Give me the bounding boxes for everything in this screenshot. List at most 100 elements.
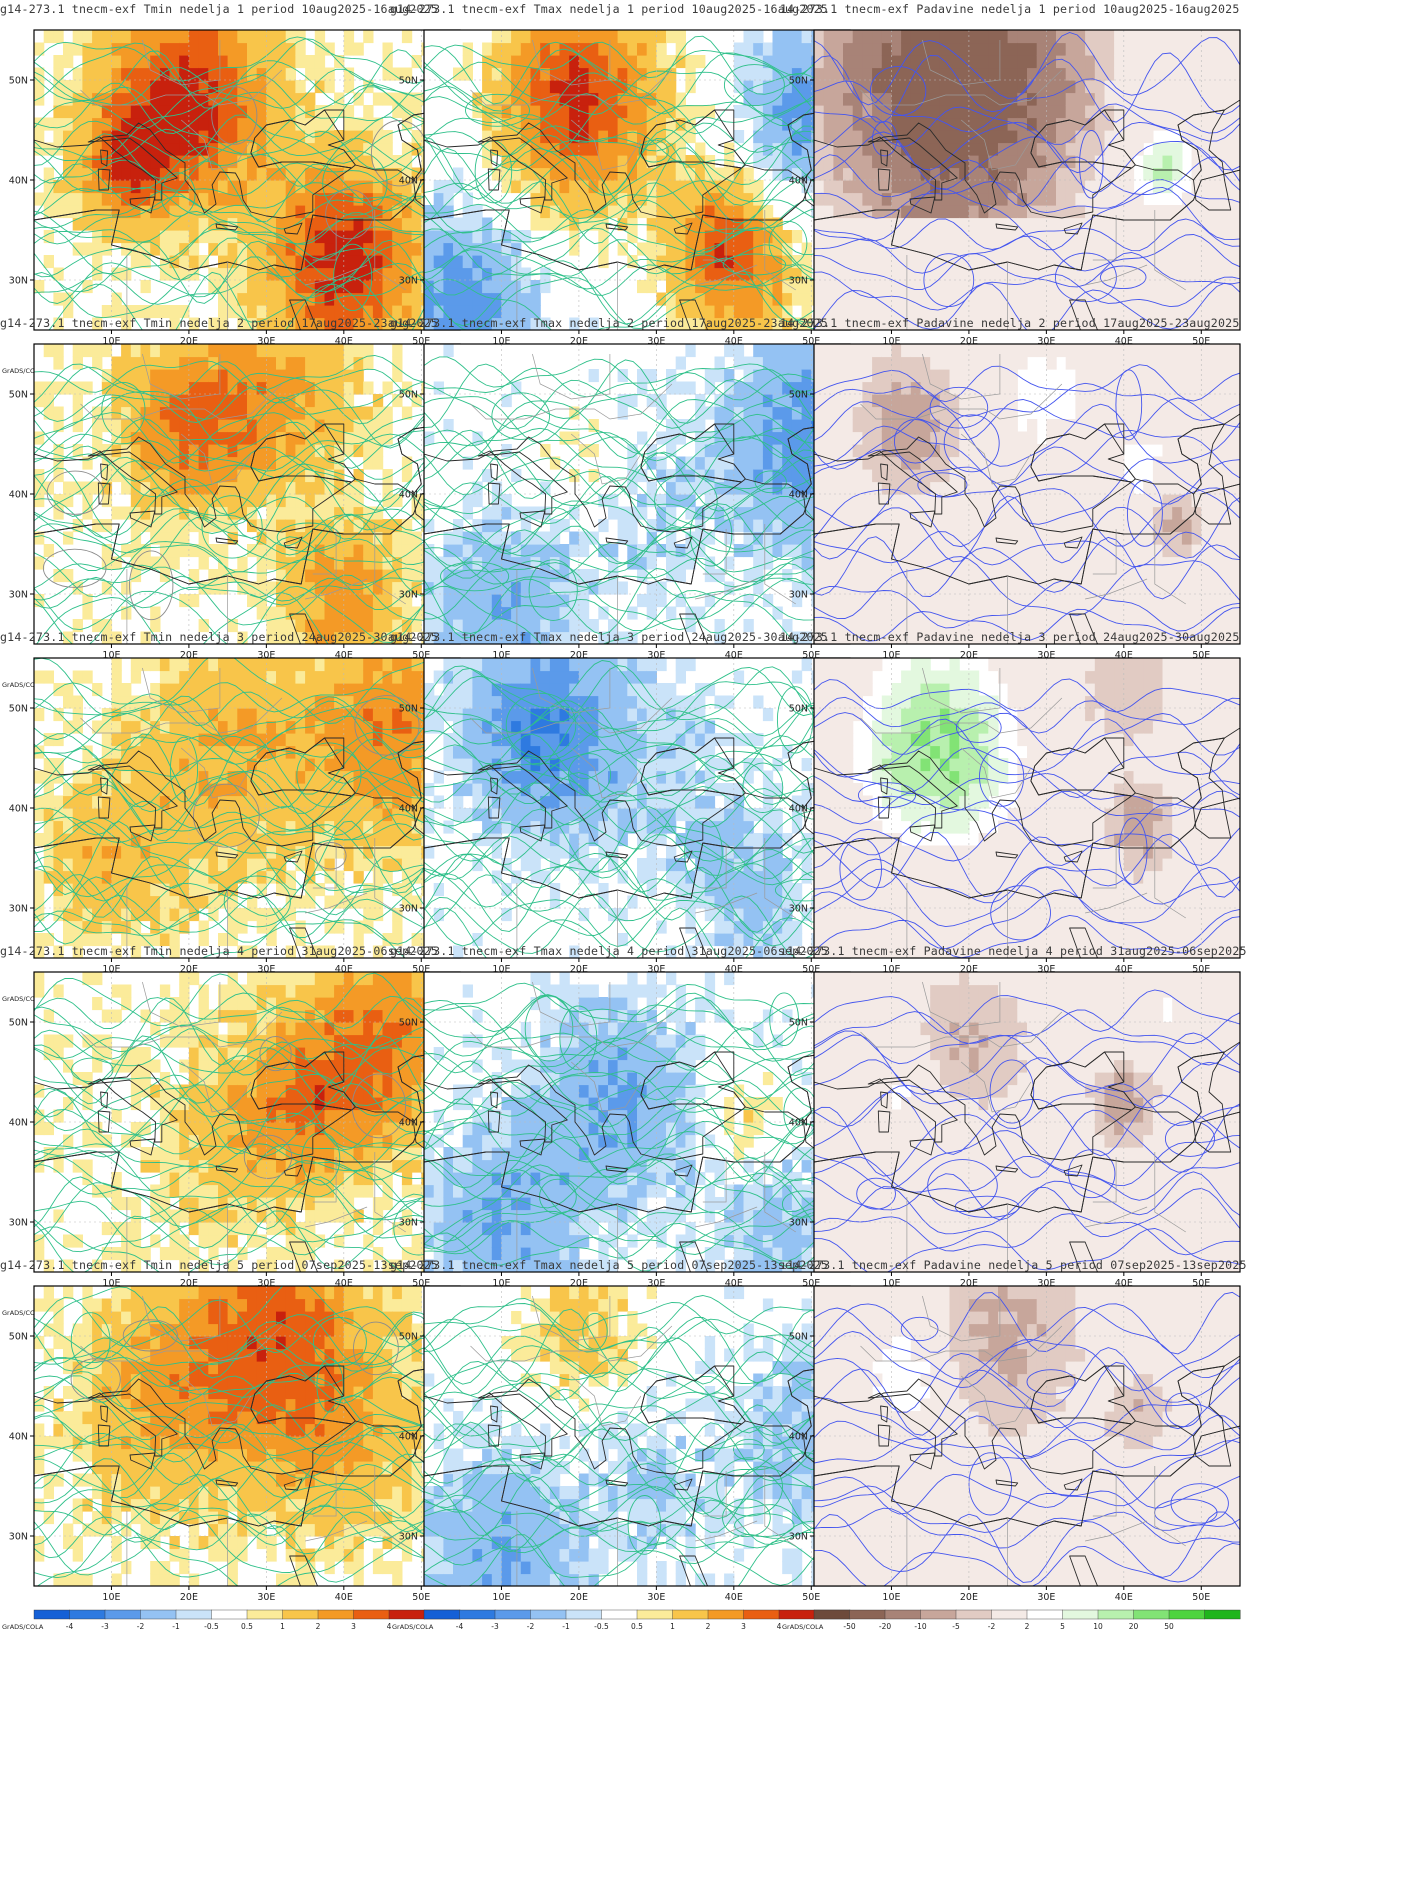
anomaly-cell <box>334 606 345 620</box>
anomaly-cell <box>295 519 306 533</box>
anomaly-cell <box>791 631 803 644</box>
anomaly-cell <box>910 255 922 269</box>
anomaly-cell <box>511 167 522 181</box>
anomaly-cell <box>343 230 355 244</box>
anomaly-cell <box>743 369 754 383</box>
lon-tick-label: 40E <box>725 336 743 347</box>
inland-sea-coast <box>679 613 708 644</box>
anomaly-cell <box>1220 80 1231 94</box>
anomaly-cell <box>978 344 989 358</box>
anomaly-cell <box>43 344 54 358</box>
anomaly-cell <box>704 230 716 244</box>
anomaly-cell <box>121 431 132 445</box>
anomaly-cell <box>675 569 686 583</box>
anomaly-cell <box>140 344 151 358</box>
anomaly-cell <box>237 80 248 94</box>
anomaly-cell <box>843 606 854 620</box>
coastline <box>487 482 501 505</box>
anomaly-cell <box>646 105 657 119</box>
coastline <box>909 196 936 214</box>
anomaly-cell <box>276 305 287 319</box>
anomaly-cell <box>833 167 844 181</box>
anomaly-cell <box>772 55 783 69</box>
anomaly-cell <box>237 469 248 483</box>
anomaly-cell <box>617 117 628 131</box>
anomaly-cell <box>714 456 725 470</box>
anomaly-cell <box>814 369 825 383</box>
contour-line <box>814 282 1240 330</box>
anomaly-cell <box>578 531 590 545</box>
anomaly-cell <box>266 519 277 533</box>
lon-tick-label: 30E <box>257 650 275 661</box>
anomaly-cell <box>1017 292 1028 306</box>
anomaly-cell <box>140 42 151 56</box>
anomaly-cell <box>901 42 912 56</box>
anomaly-cell <box>334 267 345 281</box>
anomaly-cell <box>782 80 793 94</box>
anomaly-cell <box>891 167 902 181</box>
anomaly-cell <box>646 394 657 408</box>
anomaly-cell <box>939 205 951 219</box>
anomaly-cell <box>939 631 951 644</box>
anomaly-cell <box>1007 142 1018 156</box>
coastline <box>215 537 239 545</box>
anomaly-cell <box>511 130 522 144</box>
anomaly-cell <box>353 419 364 433</box>
anomaly-cell <box>305 180 316 194</box>
anomaly-cell <box>256 255 267 269</box>
anomaly-cell <box>53 30 64 44</box>
anomaly-cell <box>530 92 541 106</box>
anomaly-cell <box>266 631 277 644</box>
anomaly-cell <box>920 406 931 420</box>
anomaly-cell <box>266 92 277 106</box>
anomaly-cell <box>392 267 403 281</box>
anomaly-cell <box>608 67 619 81</box>
anomaly-cell <box>998 55 1009 69</box>
anomaly-cell <box>920 531 931 545</box>
anomaly-cell <box>675 30 686 44</box>
anomaly-cell <box>801 531 812 545</box>
anomaly-cell <box>910 167 922 181</box>
anomaly-cell <box>959 130 970 144</box>
anomaly-cell <box>714 569 725 583</box>
anomaly-cell <box>930 506 941 520</box>
anomaly-cell <box>353 381 364 395</box>
anomaly-cell <box>453 544 464 558</box>
anomaly-cell <box>733 494 745 508</box>
anomaly-cell <box>646 456 657 470</box>
anomaly-cell <box>978 80 989 94</box>
anomaly-cell <box>305 581 316 595</box>
anomaly-cell <box>872 255 883 269</box>
anomaly-cell <box>208 242 219 256</box>
anomaly-cell <box>382 217 393 231</box>
anomaly-cell <box>930 631 941 644</box>
anomaly-cell <box>324 167 335 181</box>
anomaly-cell <box>801 419 812 433</box>
contour-loop <box>46 470 104 515</box>
anomaly-cell <box>1211 305 1222 319</box>
anomaly-cell <box>227 406 238 420</box>
anomaly-cell <box>1211 205 1222 219</box>
anomaly-cell <box>1172 292 1183 306</box>
anomaly-cell <box>462 292 473 306</box>
anomaly-cell <box>111 356 122 370</box>
anomaly-cell <box>179 381 190 395</box>
anomaly-cell <box>559 180 570 194</box>
anomaly-cell <box>753 180 764 194</box>
anomaly-cell <box>852 67 863 81</box>
anomaly-cell <box>1056 217 1067 231</box>
anomaly-cell <box>959 317 970 330</box>
anomaly-cell <box>82 167 93 181</box>
anomaly-cell <box>266 419 277 433</box>
anomaly-cell <box>743 394 754 408</box>
anomaly-cell <box>559 80 570 94</box>
anomaly-cell <box>617 180 628 194</box>
anomaly-cell <box>617 242 628 256</box>
anomaly-cell <box>472 280 483 294</box>
anomaly-cell <box>179 180 190 194</box>
anomaly-cell <box>159 531 171 545</box>
anomaly-cell <box>401 255 413 269</box>
anomaly-cell <box>920 130 931 144</box>
anomaly-cell <box>1036 280 1047 294</box>
